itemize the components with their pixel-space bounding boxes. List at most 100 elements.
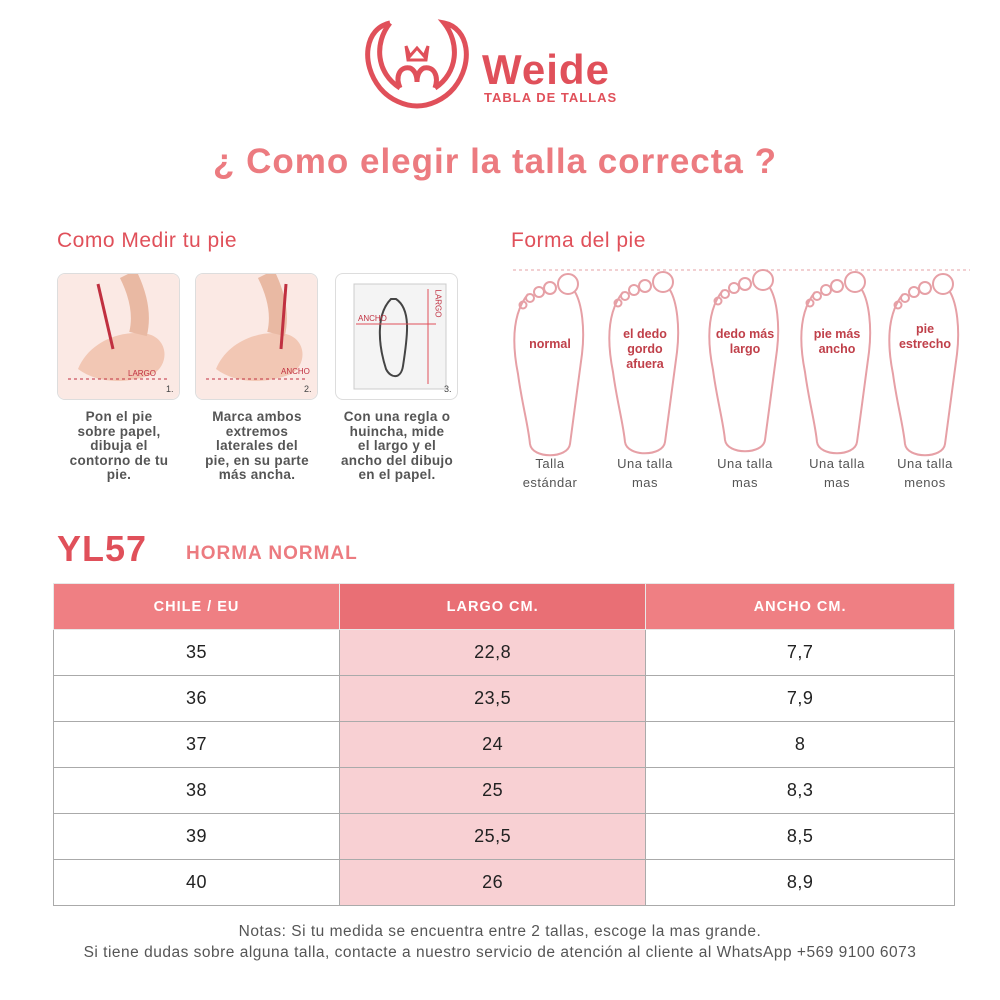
step-tag: ANCHO [281, 367, 310, 376]
foot-caption: Una talla mas [792, 455, 882, 492]
table-header: CHILE / EU LARGO CM. ANCHO CM. [52, 583, 955, 630]
step-illustration [196, 274, 317, 399]
text-line: Una talla [717, 456, 773, 471]
text-line: largo [729, 342, 761, 356]
table-row: 38 25 8,3 [52, 767, 955, 814]
text-line: gordo [627, 342, 663, 356]
table-cell: 23,5 [339, 675, 647, 722]
table-row: 35 22,8 7,7 [52, 629, 955, 676]
foot-label: normal [505, 337, 595, 352]
foot-shapes-art [513, 269, 970, 457]
product-code: YL57 [57, 528, 148, 569]
text-line: afuera [626, 357, 664, 371]
text-line: Una talla [617, 456, 673, 471]
step-caption: Marca ambos extremos laterales del pie, en … [187, 409, 327, 483]
text-line: Talla [535, 456, 565, 471]
step-number: 3. [444, 384, 452, 394]
size-table: CHILE / EU LARGO CM. ANCHO CM. 35 22,8 7,7 36… [52, 583, 955, 906]
text-line: pie, en su parte [205, 452, 309, 468]
header-row: CHILE / EU LARGO CM. ANCHO CM. [52, 583, 955, 630]
table-cell: 8,3 [645, 767, 955, 814]
column-header: LARGO CM. [339, 583, 647, 630]
text-line: mas [823, 474, 851, 490]
text-line: dibuja el [90, 438, 148, 454]
step-panel: ANCHO LARGO 3. [335, 273, 458, 400]
table-cell: 38 [52, 767, 341, 814]
text-line: sobre papel, [77, 423, 161, 439]
step-tag: LARGO [128, 369, 157, 378]
text-line: más ancha. [218, 467, 296, 483]
foot-label: pie estrecho [880, 322, 970, 352]
step-tag: ANCHO [358, 314, 387, 323]
table-cell: 8 [645, 721, 955, 768]
step-panel: LARGO 1. [57, 273, 180, 400]
step-illustration [58, 274, 179, 399]
text-line: Con una regla o [343, 409, 451, 424]
step-illustration [353, 283, 447, 390]
table-cell: 7,9 [645, 675, 955, 722]
text-line: mas [731, 474, 759, 490]
text-line: mas [631, 474, 659, 490]
text-line: contorno de tu [69, 452, 169, 468]
product-last: HORMA NORMAL [186, 543, 358, 564]
text-line: Marca ambos [212, 409, 302, 424]
table-cell: 26 [339, 859, 647, 906]
text-line: el dedo [623, 327, 667, 341]
foot-caption: Una talla mas [700, 455, 790, 492]
table-row: 39 25,5 8,5 [52, 813, 955, 860]
table-cell: 8,9 [645, 859, 955, 906]
text-line: Una talla [809, 456, 865, 471]
section-heading: Forma del pie [511, 229, 646, 252]
foot-label: el dedo gordo afuera [600, 327, 690, 372]
table-cell: 24 [339, 721, 647, 768]
table-row: 37 24 8 [52, 721, 955, 768]
logo-mark [365, 19, 469, 109]
table-cell: 22,8 [339, 629, 647, 676]
text-line: Pon el pie [85, 409, 153, 424]
table-cell: 7,7 [645, 629, 955, 676]
text-line: pie. [106, 467, 132, 483]
step-number: 1. [166, 384, 174, 394]
text-line: extremos [225, 423, 289, 439]
column-header: CHILE / EU [52, 583, 341, 630]
foot-caption: Una talla menos [880, 455, 970, 492]
text-line: pie [915, 322, 935, 336]
table-cell: 8,5 [645, 813, 955, 860]
text-line: ancho [818, 342, 856, 356]
text-line: menos [904, 474, 946, 490]
note: Notas: Si tu medida se encuentra entre 2… [238, 923, 762, 940]
text-line: estándar [522, 474, 578, 490]
text-line: huincha, mide [349, 423, 445, 439]
step-caption: Pon el pie sobre papel, dibuja el contorno … [49, 409, 189, 483]
text-line: ancho del dibujo [340, 452, 454, 468]
main-title: ¿ Como elegir la talla correcta ? [213, 142, 777, 181]
foot-caption: Una talla mas [600, 455, 690, 492]
section-heading: Como Medir tu pie [57, 229, 238, 252]
table-row: 36 23,5 7,9 [52, 675, 955, 722]
text-line: pie más [813, 327, 861, 341]
table-row: 40 26 8,9 [52, 859, 955, 906]
foot-caption: Talla estándar [505, 455, 595, 492]
note: Si tiene dudas sobre alguna talla, conta… [83, 944, 917, 961]
text-line: Una talla [897, 456, 953, 471]
table-cell: 25 [339, 767, 647, 814]
table-cell: 36 [52, 675, 341, 722]
table-cell: 25,5 [339, 813, 647, 860]
table-cell: 37 [52, 721, 341, 768]
text-line: estrecho [898, 337, 952, 351]
table-body: 35 22,8 7,7 36 23,5 7,9 37 24 8 38 25 8,3 39 25,5 8,5 4… [52, 629, 955, 906]
step-caption: Con una regla o huincha, mide el largo y e… [327, 409, 467, 483]
table-cell: 35 [52, 629, 341, 676]
brand-subtitle: TABLA DE TALLAS [484, 90, 618, 105]
text-line: dedo más [715, 327, 775, 341]
text-line: laterales del [216, 438, 298, 454]
step-tag: LARGO [433, 289, 443, 318]
text-line: el largo y el [357, 438, 437, 454]
step-panel: ANCHO 2. [195, 273, 318, 400]
step-number: 2. [304, 384, 312, 394]
brand-name: Weide [482, 46, 610, 93]
column-header: ANCHO CM. [645, 583, 955, 630]
table-cell: 40 [52, 859, 341, 906]
